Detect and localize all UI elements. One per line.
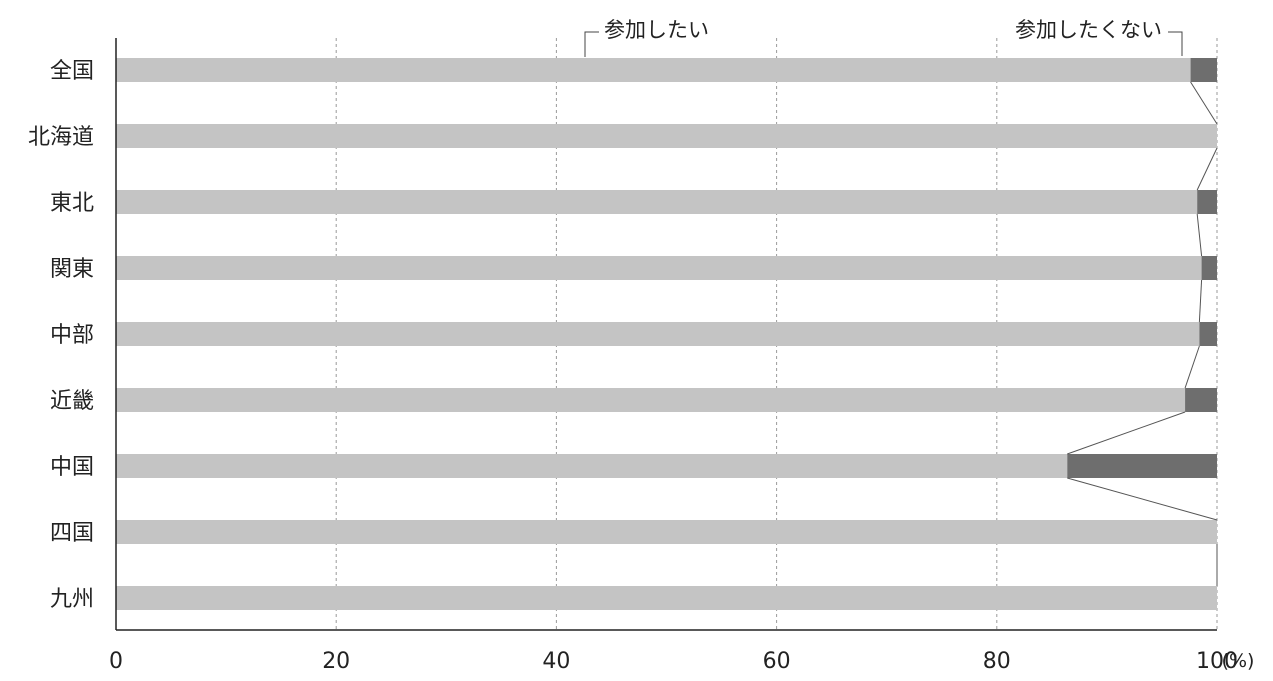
x-tick-label-20: 20 [322, 649, 350, 674]
connector-line-3 [1196, 213, 1203, 257]
x-tick-label-80: 80 [983, 649, 1011, 674]
bar-8-参加したい [116, 520, 1217, 544]
bar-1-参加したくない [1190, 58, 1217, 82]
bar-2-参加したい [116, 124, 1217, 148]
category-label-1: 全国 [50, 59, 94, 84]
legend-leader-参加したい [584, 31, 599, 57]
connector-line-7 [1067, 477, 1218, 521]
category-label-5: 中部 [50, 323, 94, 348]
category-label-7: 中国 [50, 455, 94, 480]
legend-label-参加したくない: 参加したくない [1015, 18, 1162, 42]
connector-line-2 [1196, 147, 1218, 191]
bar-3-参加したい [116, 190, 1198, 214]
legend-leader-参加したくない [1168, 31, 1183, 56]
category-label-2: 北海道 [28, 125, 94, 150]
bar-3-参加したくない [1197, 190, 1217, 214]
bar-4-参加したくない [1201, 256, 1217, 280]
connector-line-6 [1067, 411, 1186, 455]
legend-label-参加したい: 参加したい [604, 18, 709, 42]
series-connectors [1067, 81, 1218, 586]
connector-line-5 [1184, 345, 1200, 389]
connector-line-4 [1198, 279, 1203, 323]
bar-6-参加したくない [1185, 388, 1217, 412]
connector-line-1 [1190, 81, 1218, 125]
x-tick-label-40: 40 [542, 649, 570, 674]
legend: 参加したい 参加したくない [584, 18, 1183, 57]
tick-labels: 0 20 40 60 80 100(%) [109, 649, 1254, 674]
bar-7-参加したい [116, 454, 1068, 478]
bar-5-参加したい [116, 322, 1200, 346]
x-tick-label-0: 0 [109, 649, 123, 674]
category-label-8: 四国 [50, 521, 94, 546]
bar-5-参加したくない [1199, 322, 1217, 346]
x-tick-label-60: 60 [763, 649, 791, 674]
x-unit-label: (%) [1222, 650, 1255, 672]
bar-1-参加したい [116, 58, 1191, 82]
category-label-6: 近畿 [50, 389, 94, 414]
bar-4-参加したい [116, 256, 1202, 280]
axes [115, 38, 1217, 631]
bars [116, 58, 1217, 610]
bar-7-参加したくない [1067, 454, 1217, 478]
bar-6-参加したい [116, 388, 1186, 412]
bar-9-参加したい [116, 586, 1217, 610]
category-label-4: 関東 [50, 257, 94, 282]
category-label-3: 東北 [50, 191, 94, 216]
x-tick-label-100: 100 [1196, 649, 1238, 674]
category-label-9: 九州 [50, 587, 94, 612]
